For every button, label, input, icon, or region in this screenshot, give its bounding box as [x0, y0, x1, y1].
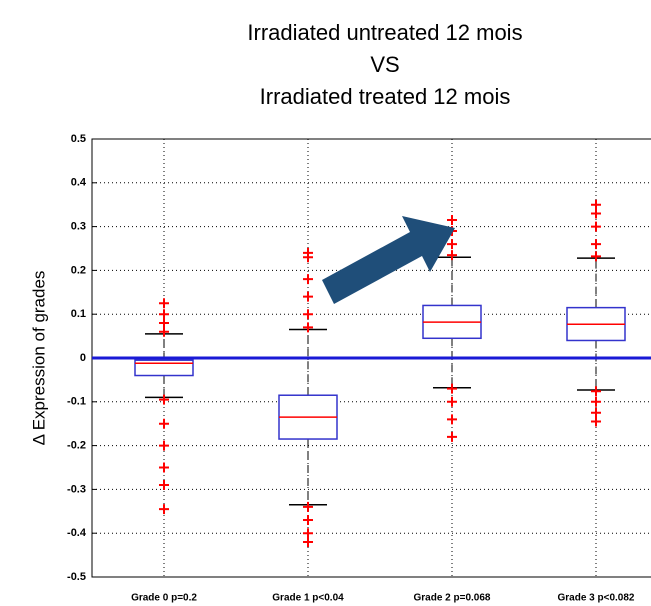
outlier	[159, 394, 169, 405]
y-tick-label: 0.5	[71, 133, 86, 145]
y-tick-label: 0.3	[71, 221, 86, 233]
x-tick-label: Grade 3 p<0.082	[558, 593, 635, 604]
outlier	[159, 298, 169, 309]
outlier	[303, 274, 313, 285]
y-tick-label: 0.2	[71, 264, 86, 276]
outlier	[303, 322, 313, 333]
outlier	[159, 504, 169, 515]
outlier	[159, 462, 169, 473]
outlier	[591, 208, 601, 219]
x-tick-label: Grade 0 p=0.2	[131, 593, 197, 604]
arrow	[322, 216, 455, 304]
outlier	[159, 326, 169, 337]
outlier	[159, 309, 169, 320]
outlier	[303, 528, 313, 539]
y-tick-label: 0	[80, 352, 86, 364]
outlier	[591, 199, 601, 210]
outlier	[447, 239, 457, 250]
outlier	[591, 386, 601, 397]
x-tick-label: Grade 2 p=0.068	[414, 593, 491, 604]
outlier	[159, 440, 169, 451]
x-tick-label: Grade 1 p<0.04	[272, 593, 344, 604]
outlier	[159, 480, 169, 491]
y-axis-label: Δ Expression of grades	[29, 271, 48, 446]
chart-title: Irradiated untreated 12 mois	[247, 20, 522, 45]
y-tick-label: 0.1	[71, 308, 86, 320]
chart-title: Irradiated treated 12 mois	[260, 84, 511, 109]
outlier	[591, 396, 601, 407]
outlier	[447, 396, 457, 407]
outlier	[303, 309, 313, 320]
y-tick-label: 0.4	[71, 177, 87, 189]
outlier	[447, 250, 457, 261]
y-tick-label: -0.2	[67, 440, 86, 452]
outlier	[159, 418, 169, 429]
outlier	[591, 407, 601, 418]
outlier	[303, 501, 313, 512]
outlier	[303, 247, 313, 258]
y-tick-label: -0.5	[67, 571, 86, 583]
y-tick-label: -0.1	[67, 396, 86, 408]
outlier	[591, 251, 601, 262]
box	[134, 359, 194, 377]
outlier	[159, 317, 169, 328]
outlier	[591, 239, 601, 250]
outlier	[303, 536, 313, 547]
outlier	[303, 515, 313, 526]
y-tick-label: -0.3	[67, 483, 86, 495]
outlier	[447, 431, 457, 442]
y-tick-label: -0.4	[67, 527, 87, 539]
outlier	[447, 414, 457, 425]
chart-title: VS	[370, 52, 399, 77]
outlier	[591, 221, 601, 232]
outlier	[447, 215, 457, 226]
outlier	[447, 383, 457, 394]
outlier	[303, 291, 313, 302]
outlier	[591, 416, 601, 427]
